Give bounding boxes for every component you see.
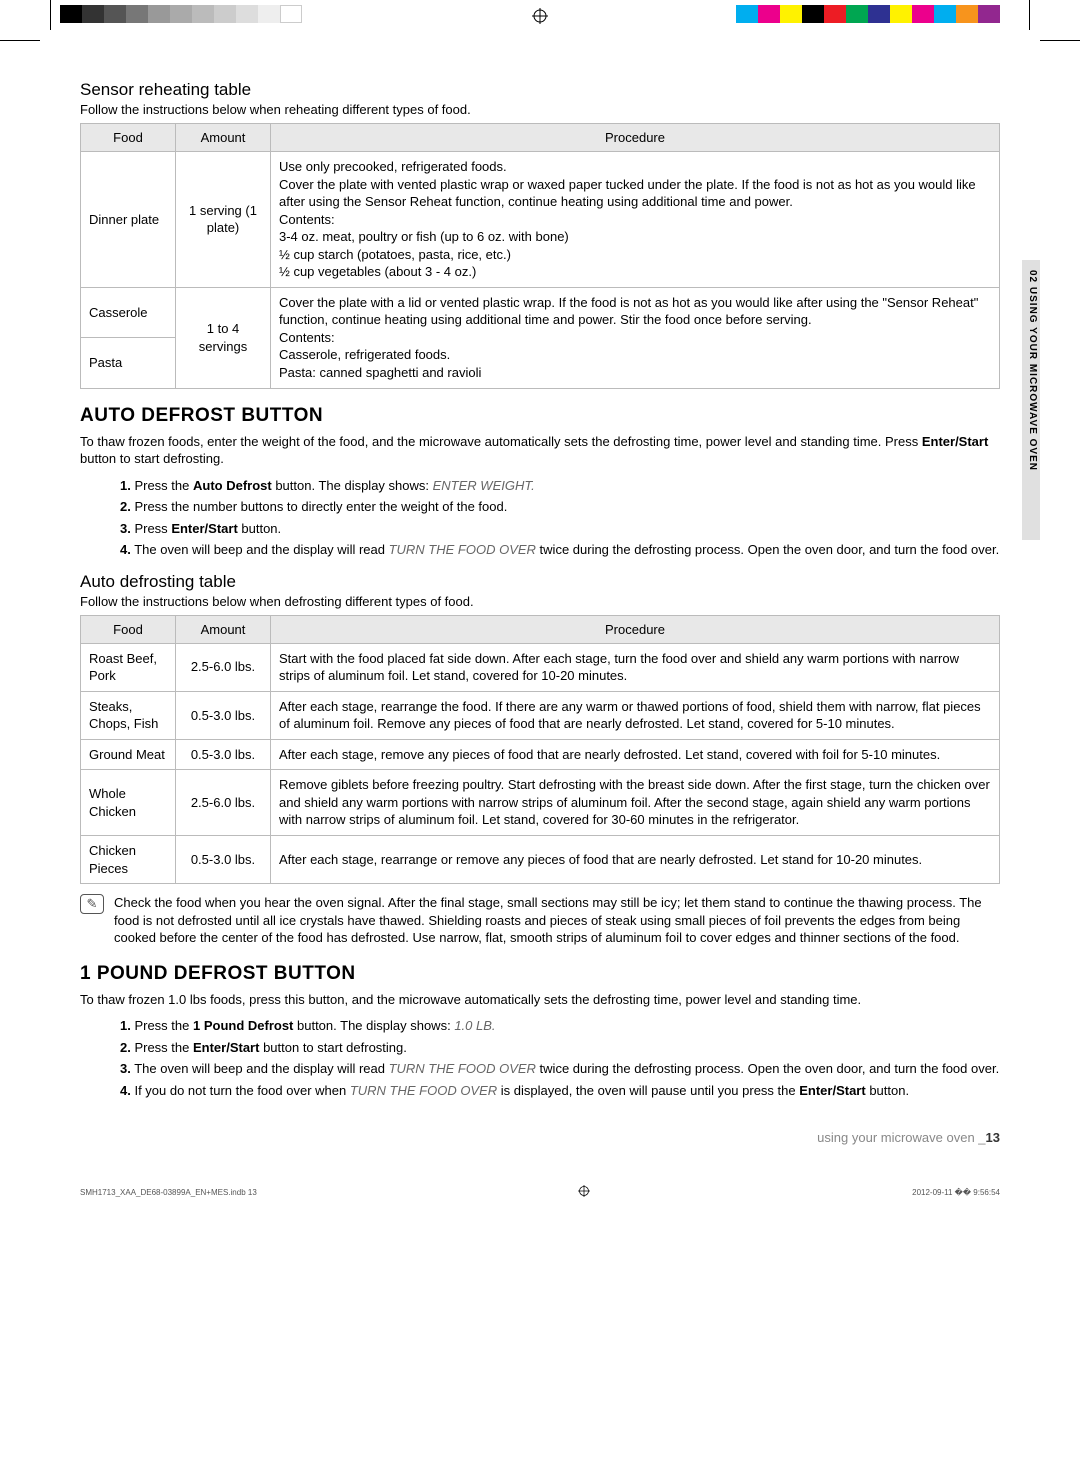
procedure-cell: Remove giblets before freezing poultry. … (271, 770, 1000, 836)
table-row: Dinner plate1 serving (1 plate)Use only … (81, 152, 1000, 288)
amount-cell: 1 to 4 servings (176, 287, 271, 388)
table-row: Steaks, Chops, Fish0.5-3.0 lbs.After eac… (81, 691, 1000, 739)
step-item: 1. Press the Auto Defrost button. The di… (120, 476, 1000, 496)
step-item: 1. Press the 1 Pound Defrost button. The… (120, 1016, 1000, 1036)
table-header: Food (81, 124, 176, 152)
page-footer: using your microwave oven _13 (80, 1130, 1000, 1145)
auto-defrost-table-subtitle: Follow the instructions below when defro… (80, 594, 1000, 609)
note-box: ✎ Check the food when you hear the oven … (80, 894, 1000, 947)
pound-defrost-intro: To thaw frozen 1.0 lbs foods, press this… (80, 991, 1000, 1009)
step-item: 4. The oven will beep and the display wi… (120, 540, 1000, 560)
registration-mark-icon (578, 1185, 590, 1199)
amount-cell: 1 serving (1 plate) (176, 152, 271, 288)
table-header: Food (81, 615, 176, 643)
table-row: Whole Chicken2.5-6.0 lbs.Remove giblets … (81, 770, 1000, 836)
amount-cell: 0.5-3.0 lbs. (176, 739, 271, 770)
procedure-cell: After each stage, remove any pieces of f… (271, 739, 1000, 770)
print-filename: SMH1713_XAA_DE68-03899A_EN+MES.indb 13 (80, 1188, 257, 1197)
auto-defrost-table-heading: Auto defrosting table (80, 572, 1000, 592)
sensor-reheating-heading: Sensor reheating table (80, 80, 1000, 100)
table-row: Ground Meat0.5-3.0 lbs.After each stage,… (81, 739, 1000, 770)
pound-defrost-heading: 1 POUND DEFROST BUTTON (80, 963, 1000, 985)
step-item: 3. The oven will beep and the display wi… (120, 1059, 1000, 1079)
table-header: Amount (176, 615, 271, 643)
pound-defrost-steps: 1. Press the 1 Pound Defrost button. The… (120, 1016, 1000, 1100)
table-row: Roast Beef, Pork2.5-6.0 lbs.Start with t… (81, 643, 1000, 691)
table-header: Procedure (271, 124, 1000, 152)
table-header: Procedure (271, 615, 1000, 643)
auto-defrost-intro: To thaw frozen foods, enter the weight o… (80, 433, 1000, 468)
table-row: Casserole1 to 4 servingsCover the plate … (81, 287, 1000, 337)
food-cell: Whole Chicken (81, 770, 176, 836)
amount-cell: 2.5-6.0 lbs. (176, 643, 271, 691)
print-timestamp: 2012-09-11 �� 9:56:54 (912, 1188, 1000, 1197)
procedure-cell: After each stage, rearrange the food. If… (271, 691, 1000, 739)
food-cell: Steaks, Chops, Fish (81, 691, 176, 739)
food-cell: Roast Beef, Pork (81, 643, 176, 691)
table-header: Amount (176, 124, 271, 152)
print-job-footer: SMH1713_XAA_DE68-03899A_EN+MES.indb 13 2… (0, 1185, 1080, 1209)
food-cell: Ground Meat (81, 739, 176, 770)
step-item: 2. Press the Enter/Start button to start… (120, 1038, 1000, 1058)
step-item: 3. Press Enter/Start button. (120, 519, 1000, 539)
food-cell: Dinner plate (81, 152, 176, 288)
amount-cell: 0.5-3.0 lbs. (176, 691, 271, 739)
sensor-reheating-subtitle: Follow the instructions below when rehea… (80, 102, 1000, 117)
note-icon: ✎ (80, 894, 104, 914)
auto-defrost-heading: AUTO DEFROST BUTTON (80, 405, 1000, 427)
procedure-cell: Cover the plate with a lid or vented pla… (271, 287, 1000, 388)
sensor-reheating-table: Food Amount Procedure Dinner plate1 serv… (80, 123, 1000, 389)
step-item: 4. If you do not turn the food over when… (120, 1081, 1000, 1101)
amount-cell: 0.5-3.0 lbs. (176, 836, 271, 884)
food-cell: Chicken Pieces (81, 836, 176, 884)
amount-cell: 2.5-6.0 lbs. (176, 770, 271, 836)
food-cell: Pasta (81, 338, 176, 388)
step-item: 2. Press the number buttons to directly … (120, 497, 1000, 517)
auto-defrost-steps: 1. Press the Auto Defrost button. The di… (120, 476, 1000, 560)
auto-defrost-table: Food Amount Procedure Roast Beef, Pork2.… (80, 615, 1000, 884)
food-cell: Casserole (81, 287, 176, 337)
procedure-cell: After each stage, rearrange or remove an… (271, 836, 1000, 884)
note-text: Check the food when you hear the oven si… (114, 894, 1000, 947)
table-row: Chicken Pieces0.5-3.0 lbs.After each sta… (81, 836, 1000, 884)
procedure-cell: Start with the food placed fat side down… (271, 643, 1000, 691)
procedure-cell: Use only precooked, refrigerated foods. … (271, 152, 1000, 288)
